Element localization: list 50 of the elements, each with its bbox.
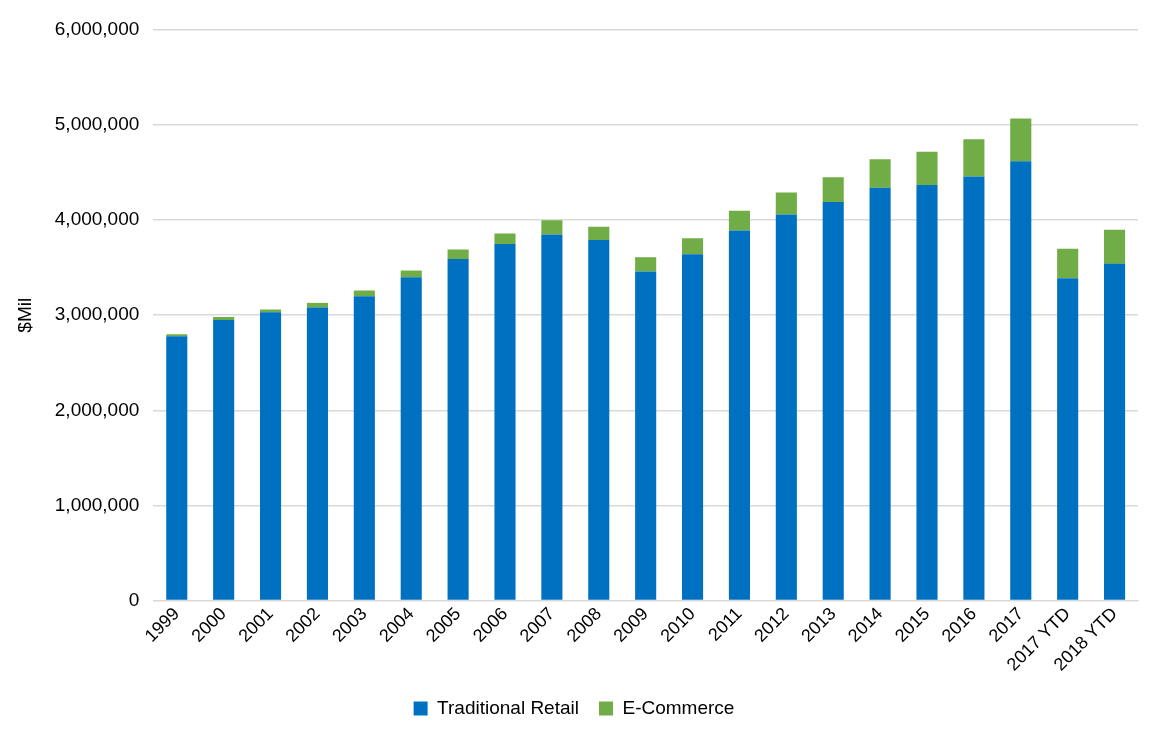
- bar: [916, 184, 938, 600]
- bar: [822, 202, 844, 600]
- bar: [494, 243, 516, 600]
- bar: [541, 220, 563, 235]
- bar: [1057, 248, 1079, 279]
- bar: [635, 271, 657, 600]
- bar: [494, 233, 516, 244]
- bar: [400, 270, 422, 278]
- bar: [260, 312, 282, 600]
- y-tick-label: 2,000,000: [54, 398, 140, 420]
- bar: [1010, 118, 1032, 162]
- y-tick-label: 6,000,000: [54, 18, 140, 40]
- bar: [869, 187, 891, 600]
- legend-label: E-Commerce: [622, 696, 735, 718]
- bar: [728, 210, 750, 231]
- y-tick-label: 4,000,000: [54, 208, 140, 230]
- bar: [728, 230, 750, 600]
- bar: [447, 259, 469, 600]
- bar: [353, 296, 375, 600]
- y-tick-label: 0: [128, 588, 140, 610]
- y-tick-label: 3,000,000: [54, 303, 140, 325]
- y-tick-label: 1,000,000: [54, 493, 140, 515]
- y-tick-label: 5,000,000: [54, 113, 140, 135]
- bar: [635, 257, 657, 272]
- bar: [1010, 161, 1032, 600]
- bar: [353, 290, 375, 297]
- bar: [588, 226, 610, 241]
- bar: [541, 234, 563, 600]
- bar: [775, 192, 797, 215]
- legend-label: Traditional Retail: [437, 696, 579, 718]
- bar: [682, 254, 704, 600]
- bar: [213, 317, 235, 320]
- bar: [822, 177, 844, 203]
- bar: [963, 176, 985, 600]
- bar: [963, 139, 985, 177]
- bar: [916, 151, 938, 185]
- bar: [869, 159, 891, 188]
- bar: [682, 238, 704, 255]
- bar: [775, 214, 797, 600]
- bar: [166, 336, 188, 600]
- bar: [400, 277, 422, 600]
- bar: [447, 249, 469, 260]
- bar: [306, 307, 328, 600]
- y-axis-title: $Mil: [13, 297, 35, 333]
- bar: [306, 302, 328, 308]
- bar: [1104, 229, 1126, 264]
- bar: [1057, 278, 1079, 600]
- bar: [1104, 263, 1126, 600]
- bar: [588, 240, 610, 600]
- bar: [213, 319, 235, 600]
